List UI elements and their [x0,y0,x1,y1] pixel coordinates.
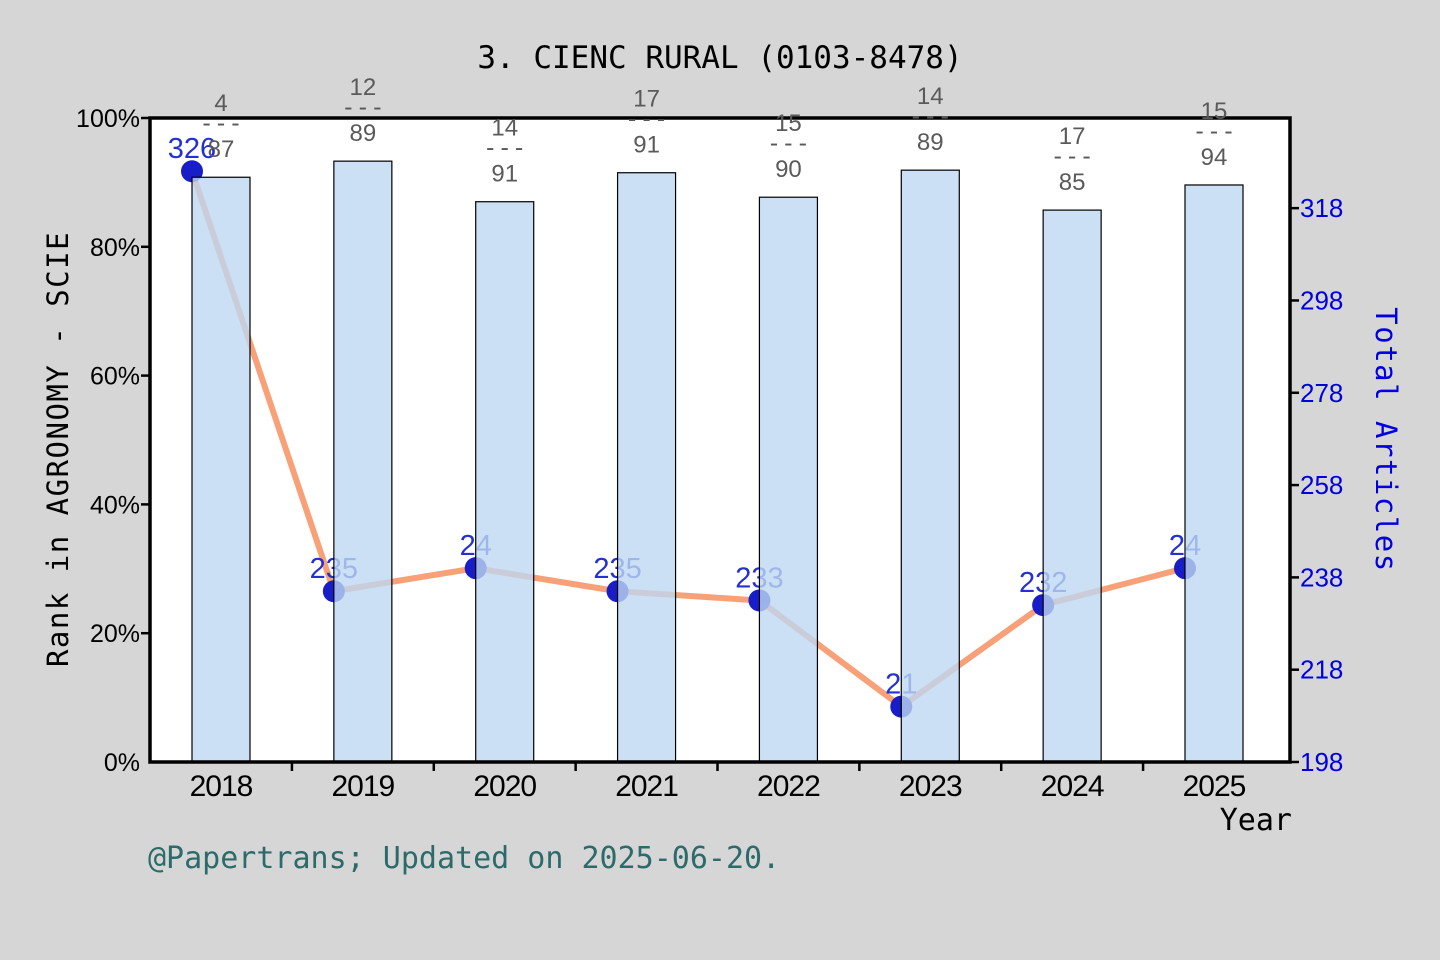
fraction-divider: --- [909,102,952,130]
data-point-label: 326 [168,133,216,165]
right-axis-tick-label: 318 [1300,193,1343,223]
fraction-denominator: 89 [917,129,944,156]
fraction-numerator: 15 [1201,98,1228,125]
fraction-denominator: 87 [208,136,235,163]
left-axis-tick-label: 0% [104,749,140,777]
fraction-numerator: 17 [633,86,660,113]
rank-percentile-bar [475,201,535,763]
x-axis-year-label: 2018 [190,770,253,803]
fraction-denominator: 91 [491,161,518,188]
fraction-divider: --- [767,129,810,157]
left-axis-tick-label: 60% [90,363,140,391]
fraction-denominator: 94 [1201,144,1228,171]
left-axis-tick-labels: 0% 20% 40% 60% 80% 100% [76,105,140,777]
left-axis-tick-label: 80% [90,234,140,262]
rank-percentile-bar [191,176,251,763]
fraction-divider: --- [483,134,526,162]
fraction-denominator: 85 [1059,169,1086,196]
rank-percentile-bar [1042,209,1102,763]
fraction-numerator: 15 [775,110,802,137]
right-axis-tick-label: 258 [1300,470,1343,500]
fraction-divider: --- [1192,117,1235,145]
right-axis-tick-label: 278 [1300,378,1343,408]
right-axis-tick-labels: 198 218 238 258 278 298 318 [1300,193,1343,777]
right-axis-tick-label: 198 [1300,747,1343,777]
right-axis-title: Total Articles [1369,307,1403,572]
x-axis-year-label: 2019 [331,770,394,803]
rank-percentile-bar [900,169,960,763]
plot-frame [148,116,1292,764]
fraction-divider: --- [341,93,384,121]
fraction-denominator: 91 [633,132,660,159]
x-axis-year-labels: 2018 2019 2020 2021 2022 2023 2024 2025 [190,770,1247,803]
fraction-numerator: 14 [917,83,944,110]
x-axis-title: Year [1220,803,1292,838]
right-axis-tick-label: 238 [1300,562,1343,592]
x-axis-year-label: 2021 [615,770,678,803]
fraction-numerator: 12 [350,74,377,101]
fraction-divider: --- [625,105,668,133]
rank-percentile-bar [1184,184,1244,763]
chart-title: 3. CIENC RURAL (0103-8478) [477,40,962,76]
x-axis-year-label: 2024 [1041,770,1104,803]
fraction-denominator: 89 [350,120,377,147]
fraction-divider: --- [199,109,242,137]
rank-percentile-bars [191,160,1244,763]
fraction-divider: --- [1050,142,1093,170]
x-axis-year-label: 2020 [473,770,536,803]
rank-percentile-bar [616,172,677,763]
fraction-numerator: 14 [491,115,518,142]
fraction-numerator: 17 [1059,123,1086,150]
left-axis-tick-label: 20% [90,620,140,648]
footer-credit: @Papertrans; Updated on 2025-06-20. [148,841,780,876]
left-axis-tick-label: 100% [76,105,140,133]
x-axis-year-label: 2023 [899,770,962,803]
left-axis-tick-label: 40% [90,491,140,519]
fraction-numerator: 4 [214,90,227,117]
x-axis-year-label: 2022 [757,770,820,803]
x-axis-year-label: 2025 [1183,770,1246,803]
plot-area [150,118,1290,762]
right-axis-tick-label: 298 [1300,285,1343,315]
fraction-denominator: 90 [775,156,802,183]
rank-percentile-bar [758,196,819,763]
right-axis-tick-label: 218 [1300,655,1343,685]
left-axis-title: Rank in AGRONOMY - SCIE [41,231,75,667]
axis-tick-marks [141,116,1299,771]
rank-percentile-bar [333,160,393,763]
